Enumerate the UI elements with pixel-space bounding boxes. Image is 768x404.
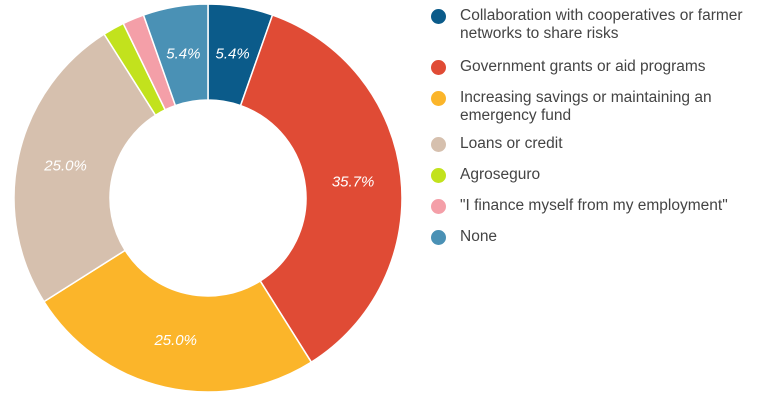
slice-increasing-savings-or-maintaining-an-emergency-fund — [42, 249, 313, 393]
legend-item-loans-or-credit: Loans or credit — [430, 135, 563, 153]
data-label-government-grants-or-aid-programs: 35.7% — [332, 173, 375, 190]
data-label-none: 5.4% — [166, 46, 200, 63]
legend-item-i-finance-myself-from-my-employment: "I finance myself from my employment" — [430, 197, 728, 215]
legend-label: Collaboration with cooperatives or farme… — [460, 7, 743, 42]
legend-item-collaboration-with-cooperatives-or-farmer-networks-to-share-risks: Collaboration with cooperatives or farme… — [430, 7, 765, 43]
legend-label: Increasing savings or maintaining an eme… — [460, 89, 712, 124]
data-label-increasing-savings-or-maintaining-an-emergency-fund: 25.0% — [153, 332, 197, 349]
legend-label: Government grants or aid programs — [460, 58, 706, 75]
data-label-loans-or-credit: 25.0% — [43, 157, 87, 174]
legend-item-increasing-savings-or-maintaining-an-emergency-fund: Increasing savings or maintaining an eme… — [430, 89, 765, 125]
legend-swatch — [431, 199, 446, 214]
data-label-collaboration-with-cooperatives-or-farmer-networks-to-share-risks: 5.4% — [216, 46, 250, 63]
legend-swatch — [431, 230, 446, 245]
slice-government-grants-or-aid-programs — [239, 14, 403, 364]
legend-label: Agroseguro — [460, 166, 541, 183]
donut-slices — [13, 3, 403, 393]
legend-item-agroseguro: Agroseguro — [430, 166, 540, 184]
slice-none — [142, 3, 209, 107]
legend-swatch — [431, 91, 446, 106]
legend-swatch — [431, 168, 446, 183]
legend-label: "I finance myself from my employment" — [460, 197, 728, 214]
legend-label: None — [460, 228, 498, 245]
legend-swatch — [431, 9, 446, 24]
data-labels: 5.4% 35.7% 25.0% 25.0% 5.4% — [43, 46, 374, 349]
donut-chart: 5.4% 35.7% 25.0% 25.0% 5.4% — [13, 3, 403, 393]
slice-loans-or-credit — [13, 33, 157, 303]
legend-swatch — [431, 137, 446, 152]
legend-item-government-grants-or-aid-programs: Government grants or aid programs — [430, 58, 706, 76]
legend-item-none: None — [430, 228, 497, 246]
legend-label: Loans or credit — [460, 135, 563, 152]
legend-swatch — [431, 60, 446, 75]
